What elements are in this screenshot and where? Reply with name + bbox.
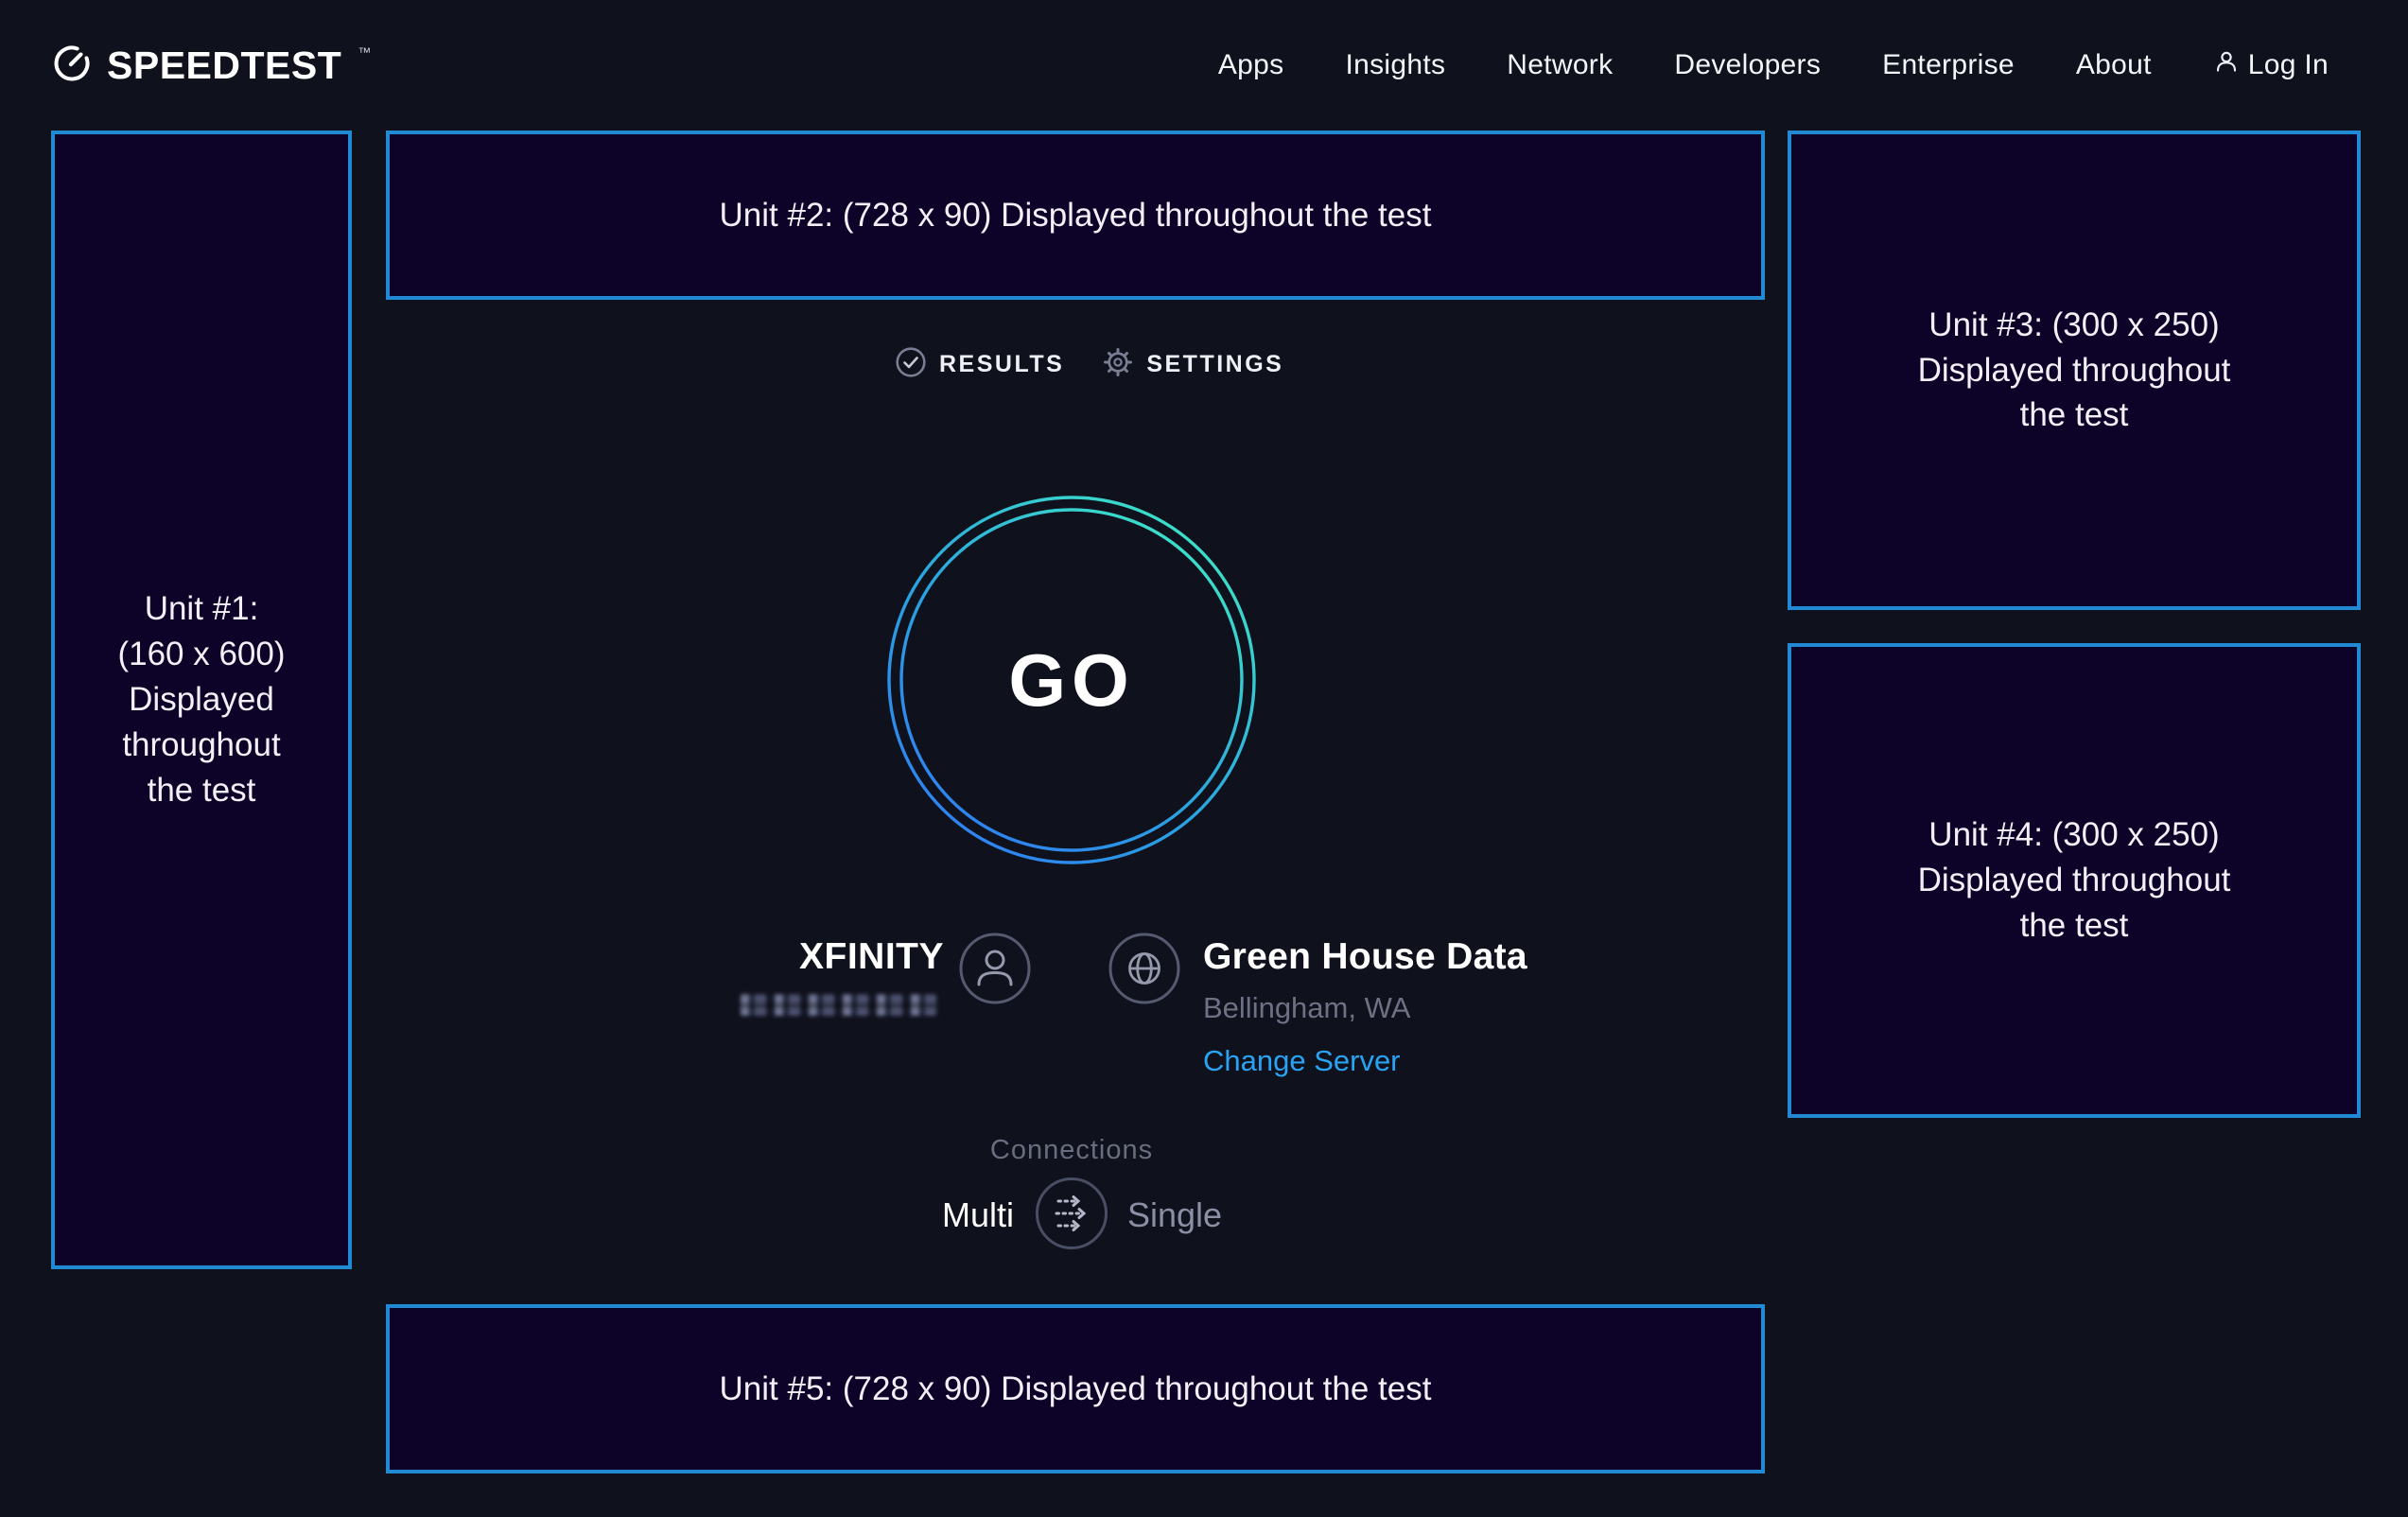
tab-settings[interactable]: SETTINGS <box>1102 346 1284 383</box>
nav-item-enterprise[interactable]: Enterprise <box>1882 49 2015 80</box>
go-gradient-rings <box>887 496 1256 864</box>
go-button[interactable]: GO <box>1008 637 1135 722</box>
main-nav: Apps Insights Network Developers Enterpr… <box>1218 0 2329 131</box>
user-icon <box>2213 48 2240 82</box>
tab-settings-label: SETTINGS <box>1146 351 1284 377</box>
check-circle-icon <box>895 346 927 383</box>
brand-name: SPEEDTEST <box>107 43 342 87</box>
speedtest-logo[interactable]: SPEEDTEST ™ <box>51 0 372 131</box>
connection-mode-multi[interactable]: Multi <box>941 1195 1014 1234</box>
connection-mode-single[interactable]: Single <box>1127 1195 1223 1234</box>
nav-item-developers[interactable]: Developers <box>1674 49 1822 80</box>
ad-unit-3-rectangle[interactable]: Unit #3: (300 x 250) Displayed throughou… <box>1788 131 2361 610</box>
ad-unit-2-text: Unit #2: (728 x 90) Displayed throughout… <box>719 196 1432 234</box>
ad-unit-5-leaderboard[interactable]: Unit #5: (728 x 90) Displayed throughout… <box>386 1304 1765 1473</box>
ad-unit-2-leaderboard[interactable]: Unit #2: (728 x 90) Displayed throughout… <box>386 131 1765 300</box>
nav-item-about[interactable]: About <box>2075 49 2152 80</box>
server-name: Green House Data <box>1203 936 1527 977</box>
nav-item-insights[interactable]: Insights <box>1345 49 1446 80</box>
tab-results-label: RESULTS <box>939 351 1065 377</box>
server-globe-circle-icon <box>1108 932 1181 1010</box>
nav-item-network[interactable]: Network <box>1507 49 1614 80</box>
speedometer-gauge-icon <box>51 43 93 89</box>
multi-arrows-toggle-icon[interactable] <box>1034 1176 1109 1256</box>
trademark-mark: ™ <box>358 44 372 60</box>
results-settings-tabs: RESULTS <box>895 346 1284 383</box>
login-button[interactable]: Log In <box>2213 48 2329 82</box>
isp-name: XFINITY <box>798 936 944 977</box>
gear-icon <box>1102 346 1134 383</box>
connections-label: Connections <box>989 1135 1154 1165</box>
ad-unit-4-text: Unit #4: (300 x 250) Displayed throughou… <box>1917 816 2231 944</box>
nav-item-apps[interactable]: Apps <box>1217 49 1284 80</box>
tab-results[interactable]: RESULTS <box>895 346 1065 383</box>
redacted-ip-address <box>741 994 936 1016</box>
change-server-link[interactable]: Change Server <box>1203 1044 1401 1077</box>
ad-unit-1-skyscraper[interactable]: Unit #1: (160 x 600) Displayed throughou… <box>51 131 352 1269</box>
isp-user-circle-icon <box>958 932 1032 1010</box>
ad-unit-1-text: Unit #1: (160 x 600) Displayed throughou… <box>117 590 286 809</box>
ad-unit-5-text: Unit #5: (728 x 90) Displayed throughout… <box>719 1369 1432 1407</box>
top-navbar: SPEEDTEST ™ Apps Insights Network Develo… <box>0 0 2408 131</box>
login-label: Log In <box>2247 49 2329 80</box>
ad-unit-4-rectangle[interactable]: Unit #4: (300 x 250) Displayed throughou… <box>1788 643 2361 1118</box>
server-location: Bellingham, WA <box>1203 991 1411 1024</box>
ad-unit-3-text: Unit #3: (300 x 250) Displayed throughou… <box>1917 305 2231 434</box>
go-button-area: GO <box>882 491 1261 869</box>
